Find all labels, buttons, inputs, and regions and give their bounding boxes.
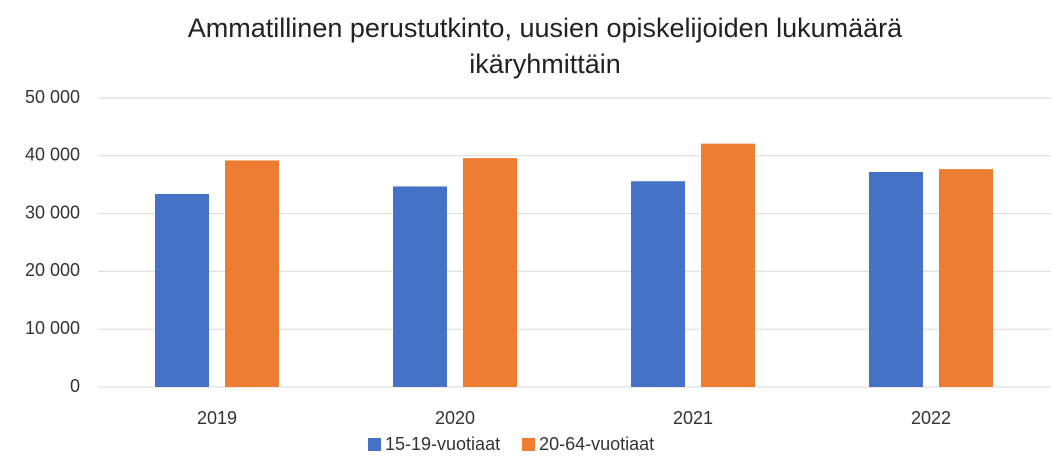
- legend-swatch: [522, 438, 536, 451]
- y-tick-label: 20 000: [25, 260, 80, 280]
- bar: [225, 160, 279, 387]
- y-tick-label: 0: [70, 376, 80, 396]
- x-tick-label: 2021: [673, 408, 713, 428]
- x-tick-label: 2020: [435, 408, 475, 428]
- y-tick-label: 40 000: [25, 145, 80, 165]
- x-tick-label: 2022: [911, 408, 951, 428]
- bar: [939, 169, 993, 387]
- legend-label: 20-64-vuotiaat: [539, 434, 654, 454]
- legend-swatch: [368, 438, 381, 451]
- bar: [701, 143, 755, 387]
- bar: [463, 158, 517, 387]
- bar: [869, 171, 923, 387]
- bar: [155, 193, 209, 387]
- bar: [393, 186, 447, 387]
- y-tick-label: 30 000: [25, 202, 80, 222]
- legend-label: 15-19-vuotiaat: [385, 434, 500, 454]
- y-tick-label: 10 000: [25, 318, 80, 338]
- bar: [631, 181, 685, 387]
- chart-title: Ammatillinen perustutkinto, uusien opisk…: [187, 13, 903, 79]
- x-tick-label: 2019: [197, 408, 237, 428]
- y-tick-label: 50 000: [25, 87, 80, 107]
